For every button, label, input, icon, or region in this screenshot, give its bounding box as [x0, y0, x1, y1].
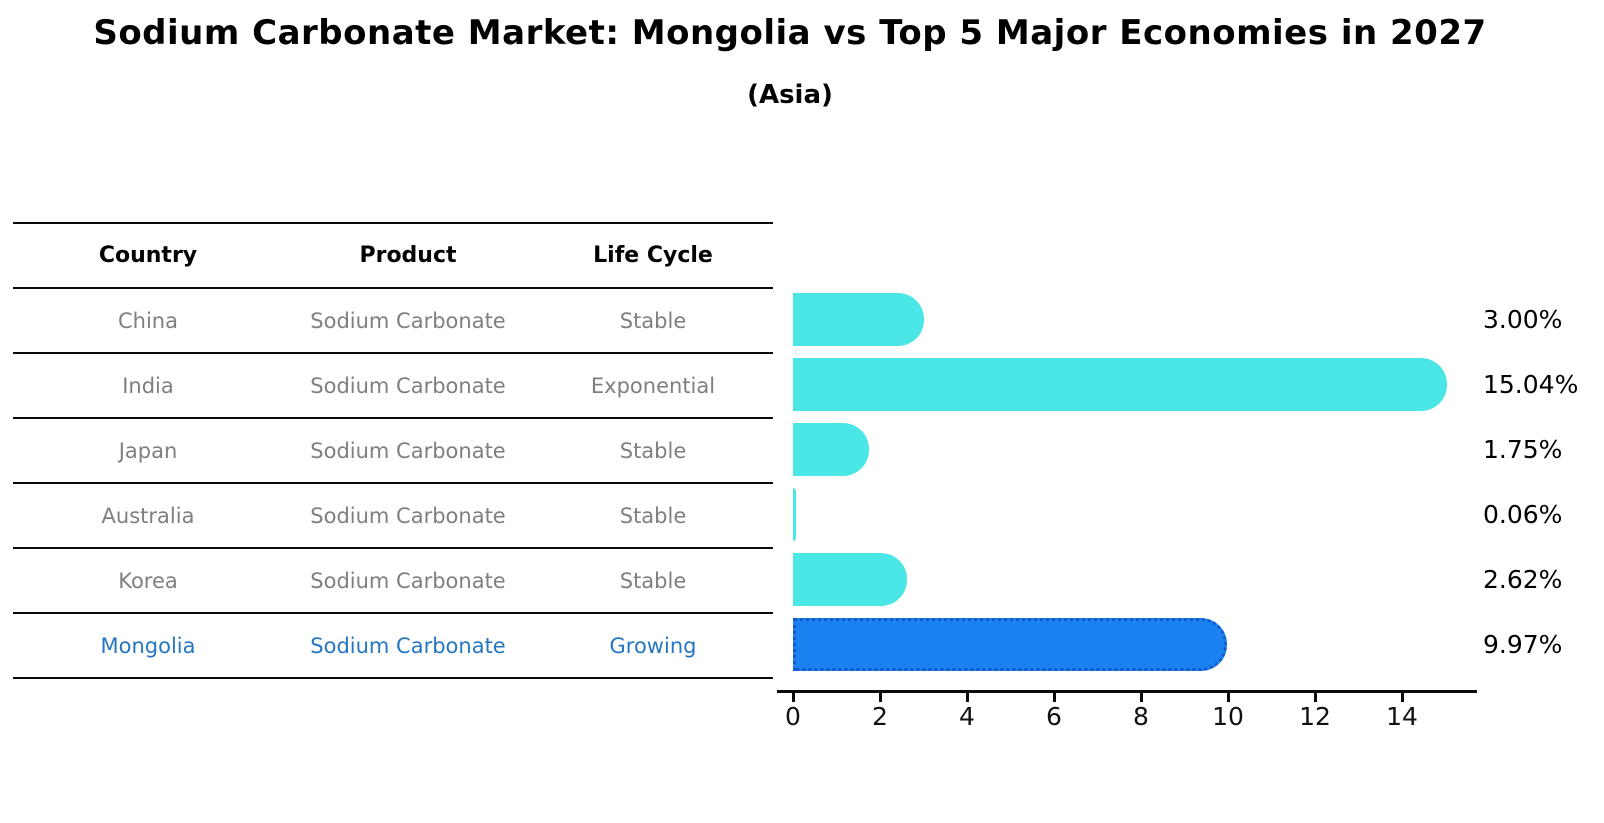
table-cell-product: Sodium Carbonate [310, 633, 506, 658]
table-cell-lifecycle: Stable [619, 438, 687, 463]
x-axis-tick-label: 0 [785, 702, 801, 731]
table-cell-lifecycle: Stable [619, 308, 687, 333]
x-axis-tick-label: 12 [1299, 702, 1331, 731]
bar-highlighted [793, 618, 1227, 671]
x-axis-tick-label: 14 [1386, 702, 1418, 731]
bar [793, 553, 907, 606]
x-axis-tick-label: 4 [959, 702, 975, 731]
x-axis-tick [1226, 693, 1230, 702]
table-cell-product: Sodium Carbonate [310, 373, 506, 398]
column-header-product: Product [359, 243, 457, 268]
table-cell-product: Sodium Carbonate [310, 568, 506, 593]
table-header-row: Country Product Life Cycle [13, 224, 773, 289]
bar-value-label: 2.62% [1483, 564, 1563, 594]
table-row: China Sodium Carbonate Stable [13, 289, 773, 354]
table-cell-country: Japan [118, 438, 178, 463]
table-row: Australia Sodium Carbonate Stable [13, 484, 773, 549]
bar-value-label: 15.04% [1483, 369, 1579, 399]
x-axis-tick-label: 10 [1212, 702, 1244, 731]
x-axis-tick [1313, 693, 1317, 702]
country-table: Country Product Life Cycle China Sodium … [13, 222, 773, 679]
column-header-lifecycle: Life Cycle [593, 243, 713, 268]
bar-value-label: 1.75% [1483, 434, 1563, 464]
table-cell-product: Sodium Carbonate [310, 308, 506, 333]
table-cell-lifecycle: Growing [609, 633, 697, 658]
x-axis-line [777, 690, 1477, 693]
table-cell-country: Mongolia [100, 633, 196, 658]
table-cell-country: Korea [118, 568, 178, 593]
table-row: Japan Sodium Carbonate Stable [13, 419, 773, 484]
column-header-country: Country [98, 243, 198, 268]
table-body: China Sodium Carbonate Stable India Sodi… [13, 289, 773, 679]
bar-value-label: 9.97% [1483, 629, 1563, 659]
x-axis-tick-label: 8 [1133, 702, 1149, 731]
bar-row [777, 287, 1477, 352]
chart-subtitle: (Asia) [747, 80, 833, 110]
bar [793, 293, 924, 346]
bar-plot [777, 287, 1477, 677]
x-axis-tick [965, 693, 969, 702]
table-cell-lifecycle: Stable [619, 568, 687, 593]
x-axis-tick [1139, 693, 1143, 702]
bar-value-label: 0.06% [1483, 499, 1563, 529]
x-axis-tick [1052, 693, 1056, 702]
bar [793, 423, 870, 476]
table-cell-lifecycle: Stable [619, 503, 687, 528]
chart-title: Sodium Carbonate Market: Mongolia vs Top… [93, 13, 1487, 53]
bar-row [777, 417, 1477, 482]
bar-row [777, 612, 1477, 677]
table-cell-country: China [118, 308, 178, 333]
table-cell-country: India [122, 373, 174, 398]
table-cell-country: Australia [101, 503, 195, 528]
bar [793, 488, 796, 541]
table-cell-product: Sodium Carbonate [310, 503, 506, 528]
table-row: Mongolia Sodium Carbonate Growing [13, 614, 773, 679]
table-cell-product: Sodium Carbonate [310, 438, 506, 463]
x-axis-tick [791, 693, 795, 702]
bar-row [777, 482, 1477, 547]
bar-value-label: 3.00% [1483, 304, 1563, 334]
table-cell-lifecycle: Exponential [590, 373, 716, 398]
bar-row [777, 547, 1477, 612]
x-axis-tick-label: 6 [1046, 702, 1062, 731]
x-axis-tick [878, 693, 882, 702]
bar-row [777, 352, 1477, 417]
x-axis-tick [1400, 693, 1404, 702]
table-row: Korea Sodium Carbonate Stable [13, 549, 773, 614]
x-axis-tick-label: 2 [872, 702, 888, 731]
table-row: India Sodium Carbonate Exponential [13, 354, 773, 419]
bar [793, 358, 1448, 411]
